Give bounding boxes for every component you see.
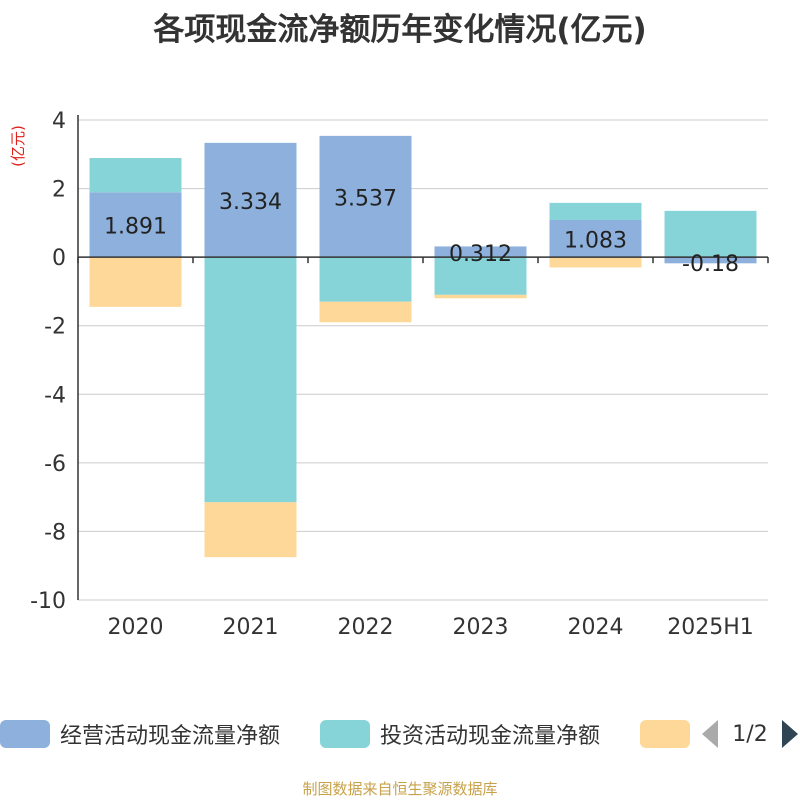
legend-item-operating[interactable]: 经营活动现金流量净额 [0, 716, 280, 752]
x-tick-label: 2022 [338, 615, 394, 640]
data-label: 0.312 [449, 242, 512, 267]
x-tick-label: 2024 [568, 615, 624, 640]
data-label: 3.334 [219, 190, 282, 215]
y-axis-title: (亿元) [9, 125, 27, 167]
legend-label-investing: 投资活动现金流量净额 [380, 724, 601, 749]
legend-next-icon[interactable] [780, 718, 800, 750]
y-tick-label: 2 [52, 178, 66, 203]
bar-2021-series-2 [204, 502, 297, 558]
x-tick-label: 2020 [108, 615, 164, 640]
bar-2023-series-1 [434, 257, 527, 295]
y-tick-label: -2 [44, 315, 66, 340]
source-note: 制图数据来自恒生聚源数据库 [302, 780, 498, 798]
bar-2022-series-1 [319, 257, 412, 302]
x-tick-label: 2021 [223, 615, 279, 640]
bar-2024-series-0 [549, 220, 642, 258]
y-tick-label: -10 [30, 589, 66, 614]
y-tick-label: 4 [52, 109, 66, 134]
legend-swatch-financing [640, 720, 690, 748]
legend-item-financing[interactable] [640, 716, 700, 752]
bar-2025H1-series-0 [664, 257, 757, 264]
bar-2024-series-2 [549, 257, 642, 268]
data-label: -0.18 [682, 252, 739, 277]
y-tick-label: -8 [44, 520, 66, 545]
bar-2025H1-series-1 [664, 210, 757, 258]
data-label: 1.083 [564, 229, 627, 254]
legend-swatch-operating [0, 720, 50, 748]
legend-prev-icon[interactable] [700, 718, 720, 750]
bar-2023-series-0 [434, 246, 527, 258]
legend-item-investing[interactable]: 投资活动现金流量净额 [320, 716, 600, 752]
bar-2020-series-1 [89, 158, 182, 193]
bar-2020-series-0 [89, 192, 182, 258]
bar-2020-series-2 [89, 257, 182, 307]
chart-title: 各项现金流净额历年变化情况(亿元) [153, 12, 647, 48]
y-tick-label: 0 [52, 246, 66, 271]
y-tick-label: -4 [44, 383, 66, 408]
legend-swatch-investing [320, 720, 370, 748]
x-tick-label: 2025H1 [667, 615, 754, 640]
data-label: 1.891 [104, 215, 167, 240]
bar-2023-series-2 [434, 294, 527, 299]
y-tick-label: -6 [44, 452, 66, 477]
data-label: 3.537 [334, 187, 397, 212]
legend-page-label: 1/2 [732, 721, 768, 747]
bar-2021-series-1 [204, 257, 297, 503]
bar-2024-series-1 [549, 202, 642, 221]
bar-2022-series-0 [319, 135, 412, 258]
legend-pager: 1/2 [700, 716, 800, 752]
bar-2022-series-2 [319, 301, 412, 323]
legend-label-operating: 经营活动现金流量净额 [60, 724, 281, 749]
x-tick-label: 2023 [453, 615, 509, 640]
bar-2021-series-0 [204, 142, 297, 258]
